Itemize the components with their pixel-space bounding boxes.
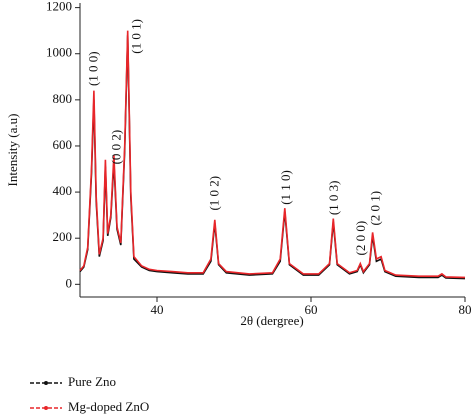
peak-annotation: (1 1 0) [278, 170, 293, 205]
y-tick-label: 1200 [46, 0, 72, 14]
series-line [79, 35, 466, 280]
peak-annotation: (1 0 2) [207, 176, 222, 211]
peak-annotation: (0 0 2) [109, 130, 124, 165]
legend-label: Pure Zno [68, 374, 116, 389]
peak-annotation: (2 0 0) [353, 221, 368, 256]
peak-annotation: (1 0 0) [86, 51, 101, 86]
y-tick-label: 600 [53, 137, 73, 152]
y-tick-label: 400 [53, 183, 73, 198]
y-tick-label: 200 [53, 229, 73, 244]
x-tick-label: 80 [459, 302, 472, 317]
x-tick-label: 60 [305, 302, 318, 317]
x-tick-label: 40 [151, 302, 164, 317]
y-axis-label: Intensity (a.u) [5, 114, 20, 187]
y-tick-label: 1000 [46, 45, 72, 60]
peak-annotation: (2 0 1) [367, 191, 382, 226]
peak-annotation: (1 0 1) [129, 19, 144, 54]
legend-marker [44, 406, 48, 410]
peak-annotation: (1 0 3) [326, 180, 341, 215]
y-tick-label: 0 [66, 275, 73, 290]
series-line [79, 30, 466, 279]
legend-marker [44, 381, 48, 385]
y-tick-label: 800 [53, 91, 73, 106]
legend-label: Mg-doped ZnO [68, 399, 149, 414]
x-axis-label: 2θ (dergree) [240, 313, 303, 328]
